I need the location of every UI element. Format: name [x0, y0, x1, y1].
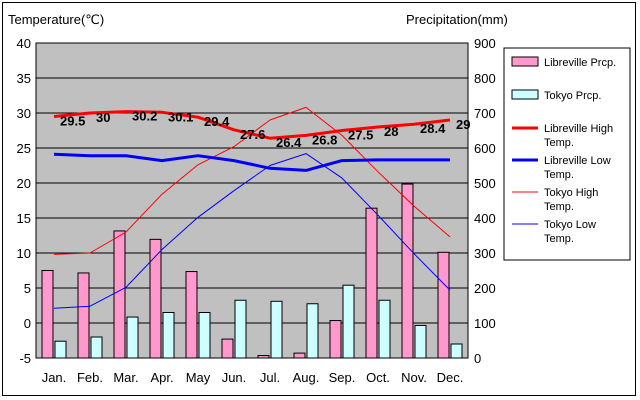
x-axis-tick: Feb. [77, 370, 103, 385]
data-label: 30 [96, 110, 110, 125]
legend-label: Libreville Prcp. [544, 57, 616, 69]
libreville-precip-bar [365, 207, 378, 359]
right-axis-tick: 300 [474, 246, 496, 261]
left-axis-tick: 30 [17, 106, 31, 121]
tokyo-precip-bar [378, 299, 391, 359]
right-axis-tick: 700 [474, 106, 496, 121]
left-axis-tick: 35 [17, 71, 31, 86]
tokyo-precip-bar [90, 336, 103, 359]
legend: Libreville Prcp. Tokyo Prcp. Libreville Hi… [503, 47, 631, 261]
legend-label: Libreville Low Temp. [544, 155, 611, 181]
tokyo-precip-bar [54, 340, 67, 359]
libreville-precip-bar [113, 230, 126, 359]
right-axis-tick: 600 [474, 141, 496, 156]
plot-area [35, 42, 469, 359]
tokyo-precip-bar [126, 316, 139, 359]
data-label: 28 [384, 124, 398, 139]
tokyo-precip-bar [450, 343, 463, 359]
x-axis-tick: Apr. [150, 370, 173, 385]
legend-label: Libreville High Temp. [544, 123, 613, 149]
tokyo-precip-bar [306, 303, 319, 359]
right-axis-title: Precipitation(mm) [406, 12, 508, 27]
x-axis-tick: May [186, 370, 211, 385]
right-axis-tick: 0 [474, 351, 481, 366]
tokyo-precip-bar [234, 299, 247, 359]
x-axis-tick: Oct. [366, 370, 390, 385]
right-axis-tick: 800 [474, 71, 496, 86]
left-axis-tick: 5 [24, 281, 31, 296]
plot-background [35, 42, 469, 359]
right-axis-tick: 100 [474, 316, 496, 331]
x-axis-tick: Mar. [113, 370, 138, 385]
right-axis-tick: 400 [474, 211, 496, 226]
libreville-precip-bar [149, 238, 162, 359]
libreville-precip-bar [437, 251, 450, 359]
libreville-precip-bar [185, 271, 198, 359]
right-axis-tick: 500 [474, 176, 496, 191]
left-axis-title: Temperature(℃) [8, 12, 104, 27]
x-axis-tick: Jun. [222, 370, 247, 385]
bars [41, 183, 463, 359]
x-axis-tick: Aug. [293, 370, 320, 385]
legend-label: Tokyo Low Temp. [544, 219, 596, 245]
libreville-precip-bar [221, 338, 234, 359]
data-label: 26.4 [276, 135, 302, 150]
left-axis-tick: 0 [24, 316, 31, 331]
data-label: 29 [456, 117, 470, 132]
legend-box [503, 47, 631, 261]
lines [53, 106, 451, 309]
data-label: 30.2 [132, 109, 157, 124]
right-axis-tick: 200 [474, 281, 496, 296]
libreville-precip-bar [401, 183, 414, 359]
left-axis-tick: 20 [17, 176, 31, 191]
x-axis-tick: Nov. [401, 370, 427, 385]
right-axis-tick: 900 [474, 36, 496, 51]
legend-swatch-libreville-precip [511, 56, 539, 67]
x-axis-tick: Dec. [437, 370, 464, 385]
data-label: 30.1 [168, 109, 193, 124]
left-axis-tick: 40 [17, 36, 31, 51]
tokyo-low-line [53, 153, 451, 309]
data-label: 28.4 [420, 121, 446, 136]
x-axis-tick: Sep. [329, 370, 356, 385]
left-axis-tick: 10 [17, 246, 31, 261]
x-axis-tick: Jan. [42, 370, 67, 385]
left-axis-tick: -5 [19, 351, 31, 366]
tokyo-precip-bar [414, 324, 427, 359]
data-label: 27.5 [348, 128, 373, 143]
tokyo-precip-bar [270, 300, 283, 359]
libreville-precip-bar [293, 352, 306, 359]
libreville-precip-bar [41, 270, 54, 359]
x-axis-tick: Jul. [260, 370, 280, 385]
data-label: 29.4 [204, 114, 230, 129]
libreville-precip-bar [329, 320, 342, 359]
data-labels: 29.5 30 30.2 30.1 29.4 27.6 26.4 26.8 27.5 28 28.4… [60, 109, 470, 151]
legend-swatch-tokyo-precip [511, 89, 539, 100]
axes: 4035302520151050-59008007006005004003002… [17, 36, 496, 385]
libreville-precip-bar [77, 272, 90, 359]
left-axis-tick: 25 [17, 141, 31, 156]
tokyo-precip-bar [342, 284, 355, 359]
libreville-low-line [53, 152, 450, 172]
legend-label: Tokyo Prcp. [544, 90, 601, 102]
libreville-precip-bar [257, 355, 270, 359]
tokyo-precip-bar [162, 312, 175, 359]
data-label: 29.5 [60, 114, 85, 129]
legend-label: Tokyo High Temp. [544, 187, 598, 213]
data-label: 27.6 [240, 127, 265, 142]
left-axis-tick: 15 [17, 211, 31, 226]
tokyo-precip-bar [198, 312, 211, 359]
data-label: 26.8 [312, 132, 337, 147]
libreville-high-line [53, 110, 451, 140]
